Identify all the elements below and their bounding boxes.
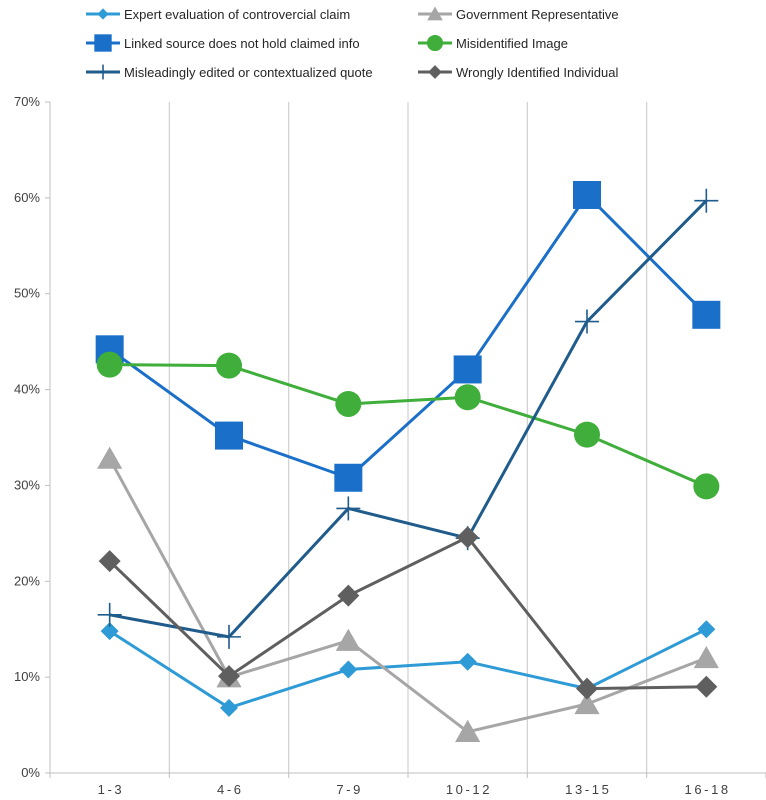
data-point: [100, 622, 119, 641]
series-line: [108, 535, 707, 691]
triangle-marker: [427, 6, 443, 21]
data-point: [697, 620, 716, 639]
data-point: [96, 351, 123, 378]
series-line: [108, 627, 708, 710]
data-point: [336, 496, 361, 521]
data-point: [335, 390, 362, 417]
legend-label: Linked source does not hold claimed info: [124, 36, 360, 51]
series-line: [108, 457, 707, 734]
x-tick-label: 1 0 - 1 2: [446, 782, 490, 797]
y-tick-label: 30%: [14, 477, 40, 492]
x-tick-label: 4 - 6: [217, 782, 241, 797]
legend-item: Misleadingly edited or contextualized qu…: [86, 64, 373, 80]
data-point: [335, 628, 361, 651]
circle-marker: [426, 34, 444, 52]
y-tick-label: 60%: [14, 190, 40, 205]
x-tick-label: 1 6 - 1 8: [684, 782, 728, 797]
x-tick-label: 7 - 9: [336, 782, 360, 797]
data-point: [576, 677, 598, 700]
data-point: [98, 550, 121, 573]
data-point: [453, 355, 482, 384]
data-point: [458, 652, 477, 671]
data-point: [220, 698, 238, 717]
series-line: [109, 199, 708, 639]
series-6: [98, 526, 718, 700]
data-point: [97, 602, 122, 627]
legend-label: Misidentified Image: [456, 36, 568, 51]
y-tick-label: 20%: [14, 573, 40, 588]
legend-item: Misidentified Image: [418, 34, 568, 52]
legend-item: Wrongly Identified Individual: [418, 65, 618, 80]
plus-marker: [95, 64, 111, 80]
data-point: [217, 624, 241, 649]
data-point: [693, 645, 719, 669]
legend-label: Misleadingly edited or contextualized qu…: [124, 65, 373, 80]
data-point: [215, 421, 243, 450]
legend-label: Wrongly Identified Individual: [456, 65, 618, 80]
data-point: [334, 463, 363, 492]
data-point: [574, 691, 600, 715]
data-point: [218, 665, 240, 688]
y-tick-label: 10%: [14, 669, 40, 684]
y-tick-label: 70%: [14, 94, 40, 109]
y-tick-label: 50%: [14, 286, 40, 301]
data-point: [454, 384, 481, 411]
y-tick-label: 40%: [14, 382, 40, 397]
data-point: [97, 446, 123, 469]
data-point: [692, 300, 721, 329]
data-point: [575, 309, 599, 334]
data-point: [455, 719, 481, 742]
y-axis-ticks: 0% 10% 20% 30% 40% 50% 60% 70%: [14, 94, 50, 780]
diamond-marker: [97, 8, 109, 20]
legend-item: Government Representative: [418, 6, 619, 22]
data-point: [573, 180, 601, 209]
diamond-marker: [428, 65, 442, 79]
data-point: [574, 421, 600, 448]
x-tick-label: 1 - 3: [98, 782, 122, 797]
square-marker: [94, 34, 112, 52]
data-point: [339, 660, 358, 679]
series-4: [96, 351, 720, 500]
legend-item: Expert evaluation of controvercial claim: [86, 7, 350, 22]
x-axis-ticks: 1 - 3 4 - 6 7 - 9 1 0 - 1 2 1 3 - 1 5 1 6 - 1…: [49, 773, 766, 797]
data-point: [456, 526, 479, 549]
legend: Expert evaluation of controvercial claim…: [86, 6, 619, 80]
legend-label: Government Representative: [456, 7, 619, 22]
series-line: [109, 363, 707, 488]
series-group: [95, 180, 721, 742]
series-line: [108, 193, 708, 480]
x-tick-label: 1 3 - 1 5: [565, 782, 609, 797]
data-point: [337, 584, 360, 607]
data-point: [693, 473, 720, 500]
legend-label: Expert evaluation of controvercial claim: [124, 7, 350, 22]
data-point: [216, 352, 242, 379]
y-tick-label: 0%: [21, 765, 40, 780]
grid-lines: [168, 102, 648, 773]
data-point: [695, 675, 718, 698]
series-2: [97, 446, 719, 742]
data-point: [694, 188, 719, 213]
legend-item: Linked source does not hold claimed info: [86, 34, 360, 52]
